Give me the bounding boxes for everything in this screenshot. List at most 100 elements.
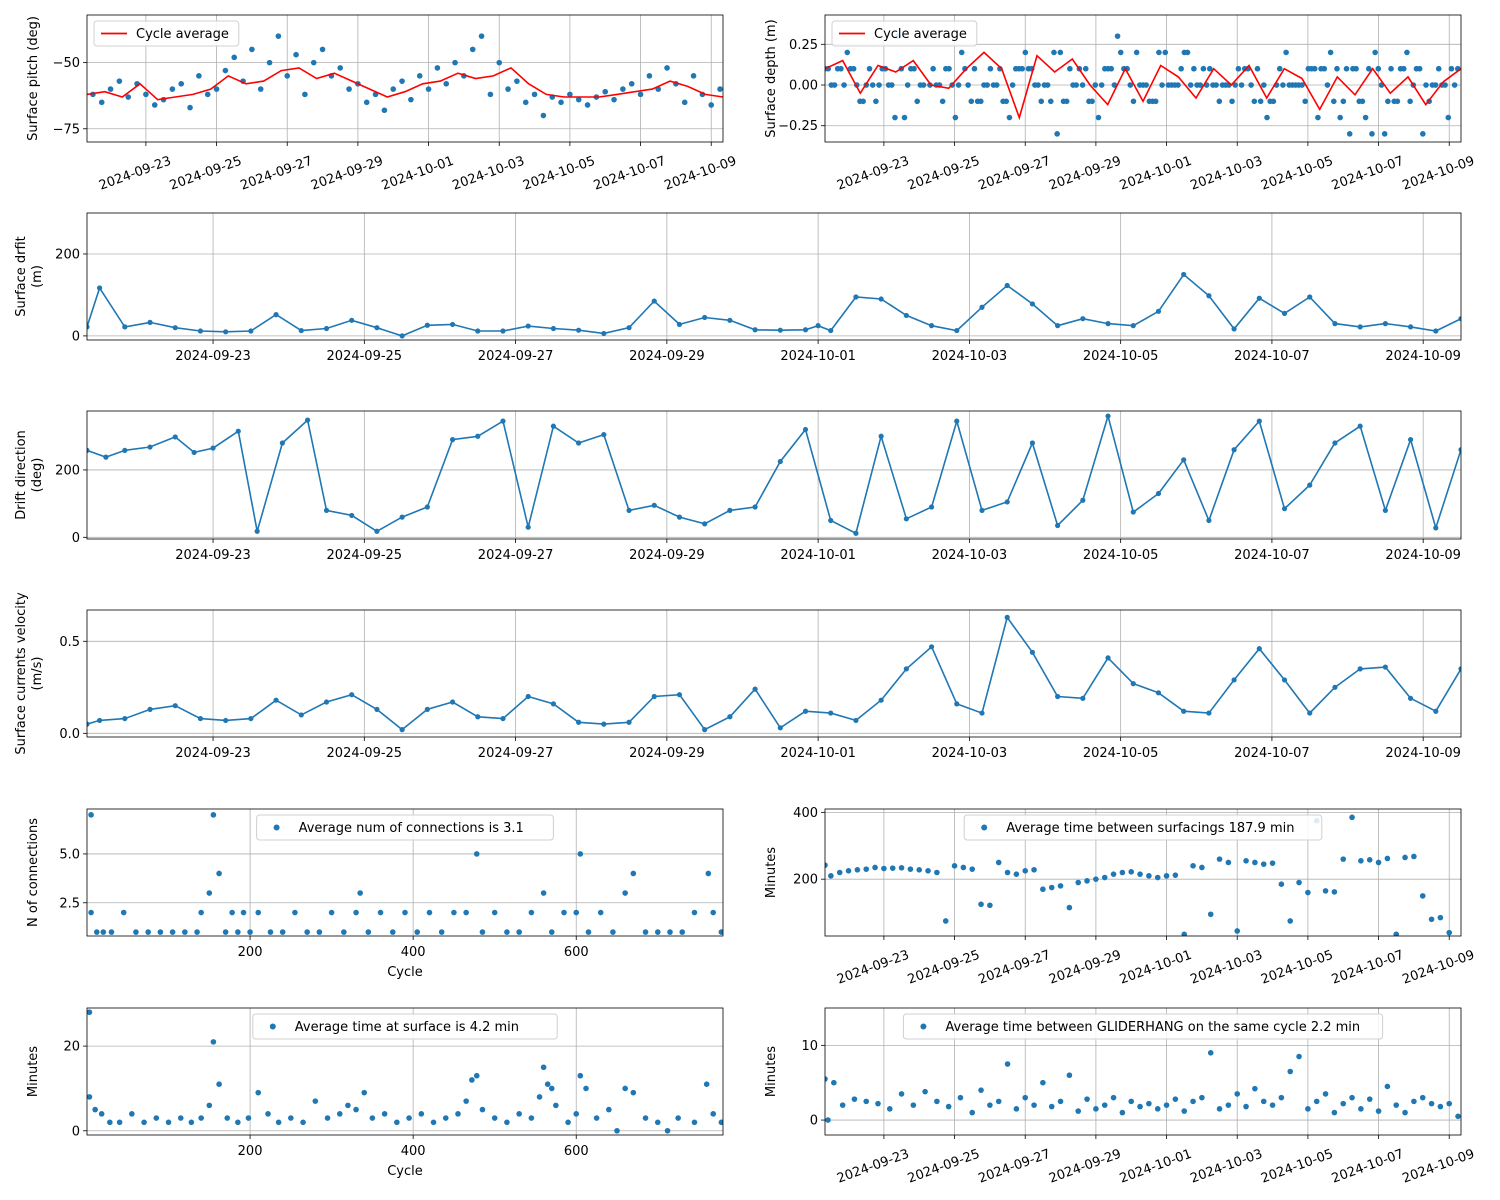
scatter-point: [240, 909, 247, 916]
scatter-point: [451, 909, 457, 916]
x-tick-label: 2024-09-25: [168, 154, 244, 194]
scatter-point: [850, 65, 857, 72]
series-point: [1055, 323, 1061, 329]
scatter-point: [216, 870, 222, 877]
series-point: [550, 701, 557, 707]
scatter-point: [88, 812, 94, 818]
scatter-point: [87, 1009, 93, 1016]
scatter-point: [872, 864, 878, 871]
scatter-point: [206, 890, 213, 896]
x-tick-label: 2024-10-01: [780, 349, 856, 364]
series-point: [928, 644, 935, 650]
scatter-point: [710, 909, 717, 916]
scatter-point: [536, 1094, 543, 1100]
scatter-point: [229, 909, 235, 916]
scatter-point: [257, 86, 264, 92]
scatter-point: [1340, 1100, 1347, 1107]
scatter-point: [1003, 98, 1010, 105]
scatter-point: [442, 1115, 449, 1121]
series-point: [1206, 517, 1212, 524]
scatter-point: [1313, 1098, 1320, 1105]
x-tick-label: 2024-10-01: [780, 548, 856, 563]
scatter-point: [825, 862, 828, 868]
scatter-point: [141, 1119, 147, 1126]
y-tick-label: −0.25: [778, 119, 818, 134]
y-tick-label: 0.00: [789, 79, 818, 94]
scatter-point: [300, 1119, 306, 1126]
scatter-point: [628, 80, 635, 87]
series-point: [1458, 316, 1461, 322]
x-tick-label: 2024-10-03: [932, 349, 1008, 364]
scatter-point: [1162, 49, 1169, 56]
scatter-point: [1143, 82, 1149, 88]
x-tick-label: 2024-10-09: [1400, 154, 1476, 194]
series-point: [1382, 664, 1388, 670]
scatter-point: [1084, 1096, 1090, 1102]
series-point: [1181, 708, 1187, 714]
series-point: [903, 516, 909, 522]
scatter-point: [235, 1119, 241, 1126]
scatter-point: [646, 73, 653, 79]
scatter-point: [888, 82, 895, 88]
scatter-point: [642, 1115, 649, 1121]
series-point: [1181, 457, 1187, 463]
scatter-point: [881, 865, 887, 872]
scatter-point: [479, 929, 486, 935]
scatter-point: [611, 96, 617, 103]
scatter-point: [965, 82, 971, 88]
series-point: [191, 449, 197, 456]
scatter-point: [504, 929, 510, 935]
legend-dot-swatch: [981, 824, 988, 831]
scatter-point: [1366, 1096, 1373, 1102]
x-tick-label: 2024-10-01: [1118, 948, 1194, 988]
scatter-point: [275, 1119, 282, 1126]
scatter-point: [169, 86, 176, 92]
scatter-point: [222, 67, 229, 74]
scatter-point: [602, 88, 609, 95]
scatter-point: [1152, 98, 1159, 105]
x-tick-label: 200: [238, 1144, 263, 1159]
scatter-point: [1381, 131, 1388, 137]
scatter-point: [1388, 65, 1394, 72]
scatter-point: [1334, 65, 1340, 72]
scatter-point: [455, 1111, 461, 1117]
scatter-point: [1448, 65, 1455, 72]
scatter-point: [597, 909, 604, 916]
scatter-point: [914, 98, 921, 105]
series-point: [500, 715, 506, 722]
scatter-point: [1089, 98, 1095, 105]
scatter-point: [1437, 914, 1444, 921]
series-point: [777, 458, 783, 465]
scatter-point: [1248, 82, 1254, 88]
scatter-point: [691, 1119, 698, 1126]
series-point: [172, 325, 178, 331]
scatter-point: [1322, 1091, 1329, 1097]
series-point: [903, 666, 909, 672]
series-point: [1281, 677, 1288, 683]
x-tick-label: 2024-09-27: [976, 948, 1052, 988]
scatter-point: [288, 1115, 294, 1121]
scatter-point: [463, 909, 469, 916]
series-point: [147, 444, 153, 450]
scatter-point: [971, 65, 978, 72]
scatter-point: [1146, 1100, 1152, 1107]
scatter-point: [505, 86, 511, 92]
scatter-point: [224, 1115, 231, 1121]
scatter-point: [1130, 98, 1137, 105]
scatter-point: [952, 114, 959, 121]
surfacing_interval-marks: [825, 814, 1453, 936]
scatter-point: [951, 863, 958, 869]
legend-dot-swatch: [920, 1023, 927, 1030]
scatter-point: [345, 1102, 351, 1109]
scatter-point: [927, 82, 933, 88]
x-tick-label: 2024-10-09: [1385, 548, 1461, 563]
scatter-point: [1331, 889, 1338, 895]
scatter-point: [198, 1115, 204, 1121]
scatter-point: [705, 870, 712, 877]
series-point: [702, 314, 708, 321]
series-point: [601, 330, 607, 337]
scatter-point: [1093, 876, 1099, 882]
scatter-point: [1394, 98, 1401, 105]
scatter-point: [863, 866, 870, 872]
series-point: [475, 328, 481, 334]
